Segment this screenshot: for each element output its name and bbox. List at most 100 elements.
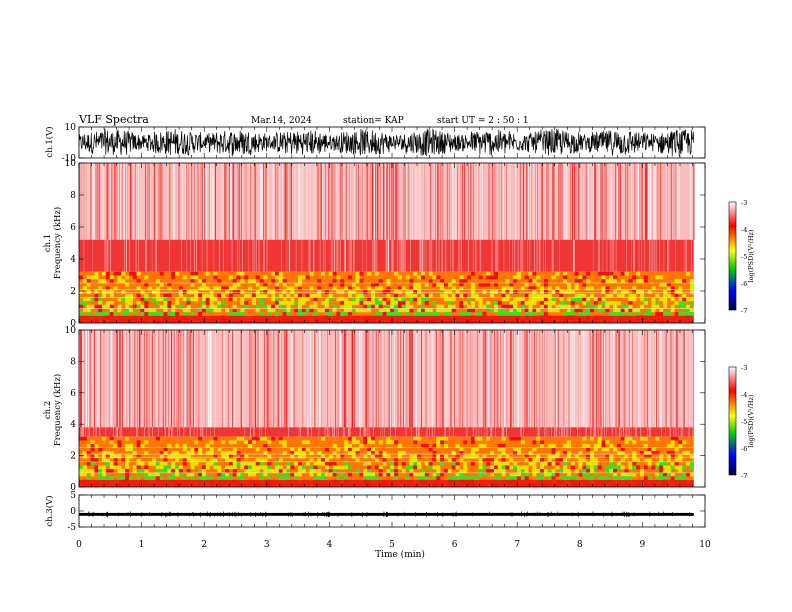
spec-cell xyxy=(282,308,287,313)
spec-streak xyxy=(425,330,427,428)
spec-cell xyxy=(436,472,441,477)
spec-streak xyxy=(338,163,340,240)
spec-cell xyxy=(332,304,337,309)
spec-streak xyxy=(138,163,139,240)
spec-streak xyxy=(285,330,287,428)
spec-streak xyxy=(594,427,595,437)
spec-streak xyxy=(270,330,272,428)
spec-cell xyxy=(478,461,483,466)
spec-cell xyxy=(382,472,387,477)
spec-cell xyxy=(682,304,687,309)
spec-cell xyxy=(686,297,691,302)
spec-cell xyxy=(505,293,510,298)
spec-cell xyxy=(420,469,425,473)
spec-cell xyxy=(324,304,329,309)
spec-streak xyxy=(650,427,651,437)
spec-streak xyxy=(453,330,455,428)
spec-cell xyxy=(278,279,283,283)
spec-cell xyxy=(186,458,191,463)
spec-cell xyxy=(424,472,429,477)
spec-cell xyxy=(655,465,660,470)
spec-cell xyxy=(586,461,591,466)
spec-cell xyxy=(278,293,283,298)
spec-cell xyxy=(632,458,637,463)
spec-cell xyxy=(666,469,671,473)
spec-streak xyxy=(673,427,675,437)
spec-cell xyxy=(105,271,110,276)
y-tick-label: 0 xyxy=(70,319,76,329)
spec-streak xyxy=(285,163,287,240)
spec-streak xyxy=(554,427,555,437)
spec-streak xyxy=(537,330,538,428)
spec-streak xyxy=(593,427,594,437)
spec-cell xyxy=(217,301,222,305)
spec-streak xyxy=(223,239,224,272)
spec-cell xyxy=(79,290,84,294)
spec-cell xyxy=(470,271,475,276)
spec-cell xyxy=(662,282,668,287)
spec-streak xyxy=(437,330,439,428)
spec-cell xyxy=(678,304,683,309)
spec-streak xyxy=(539,239,540,272)
spec-streak xyxy=(615,163,616,240)
spec-streak xyxy=(137,427,138,437)
spec-cell xyxy=(102,436,107,441)
spec-cell xyxy=(151,290,157,294)
spec-cell xyxy=(294,293,299,298)
spec-streak xyxy=(87,330,88,428)
spec-streak xyxy=(286,239,288,272)
spec-cell xyxy=(332,469,337,473)
spec-streak xyxy=(662,163,664,240)
spec-cell xyxy=(263,469,268,473)
spec-cell xyxy=(190,297,195,302)
spec-cell xyxy=(620,279,625,283)
spec-cell xyxy=(574,279,579,283)
spec-cell xyxy=(201,476,206,481)
spec-streak xyxy=(502,163,504,240)
spec-streak xyxy=(401,239,403,272)
spec-cell xyxy=(125,293,130,298)
spec-cell xyxy=(367,461,372,466)
spec-cell xyxy=(643,275,648,280)
spec-cell xyxy=(597,271,602,276)
spec-cell xyxy=(470,301,475,305)
spec-streak xyxy=(101,330,103,428)
spec-cell xyxy=(394,304,399,309)
spec-cell xyxy=(355,308,360,313)
spec-streak xyxy=(647,163,648,240)
spec-streak xyxy=(578,427,580,437)
spec-streak xyxy=(660,330,662,428)
spec-cell xyxy=(597,476,602,481)
spec-streak xyxy=(402,163,404,240)
spec-streak xyxy=(124,163,126,240)
spec-cell xyxy=(367,308,372,313)
spec-cell xyxy=(109,290,114,294)
spec-streak xyxy=(536,163,538,240)
spec-streak xyxy=(82,427,84,437)
spec-cell xyxy=(221,440,226,445)
spec-streak xyxy=(237,163,239,240)
spec-cell xyxy=(294,308,299,313)
spec-cell xyxy=(297,465,303,470)
spec-cell xyxy=(359,293,364,298)
spec-cell xyxy=(643,465,648,470)
spec-cell xyxy=(536,308,541,313)
spec-streak xyxy=(626,427,628,437)
spec-cell xyxy=(274,461,279,466)
spec-streak xyxy=(463,163,465,240)
spec-cell xyxy=(678,458,683,463)
spec-streak xyxy=(594,163,596,240)
spec-cell xyxy=(470,476,475,481)
spec-cell xyxy=(678,443,683,448)
spec-cell xyxy=(578,458,583,463)
spec-cell xyxy=(428,293,433,298)
spec-streak xyxy=(286,163,287,240)
spec-cell xyxy=(236,472,241,477)
spec-cell xyxy=(94,443,99,448)
x-tick-label: 6 xyxy=(452,540,458,550)
spec-streak xyxy=(667,330,669,428)
spec-cell xyxy=(201,465,206,470)
spec-cell xyxy=(470,461,475,466)
spec-cell xyxy=(136,301,141,305)
